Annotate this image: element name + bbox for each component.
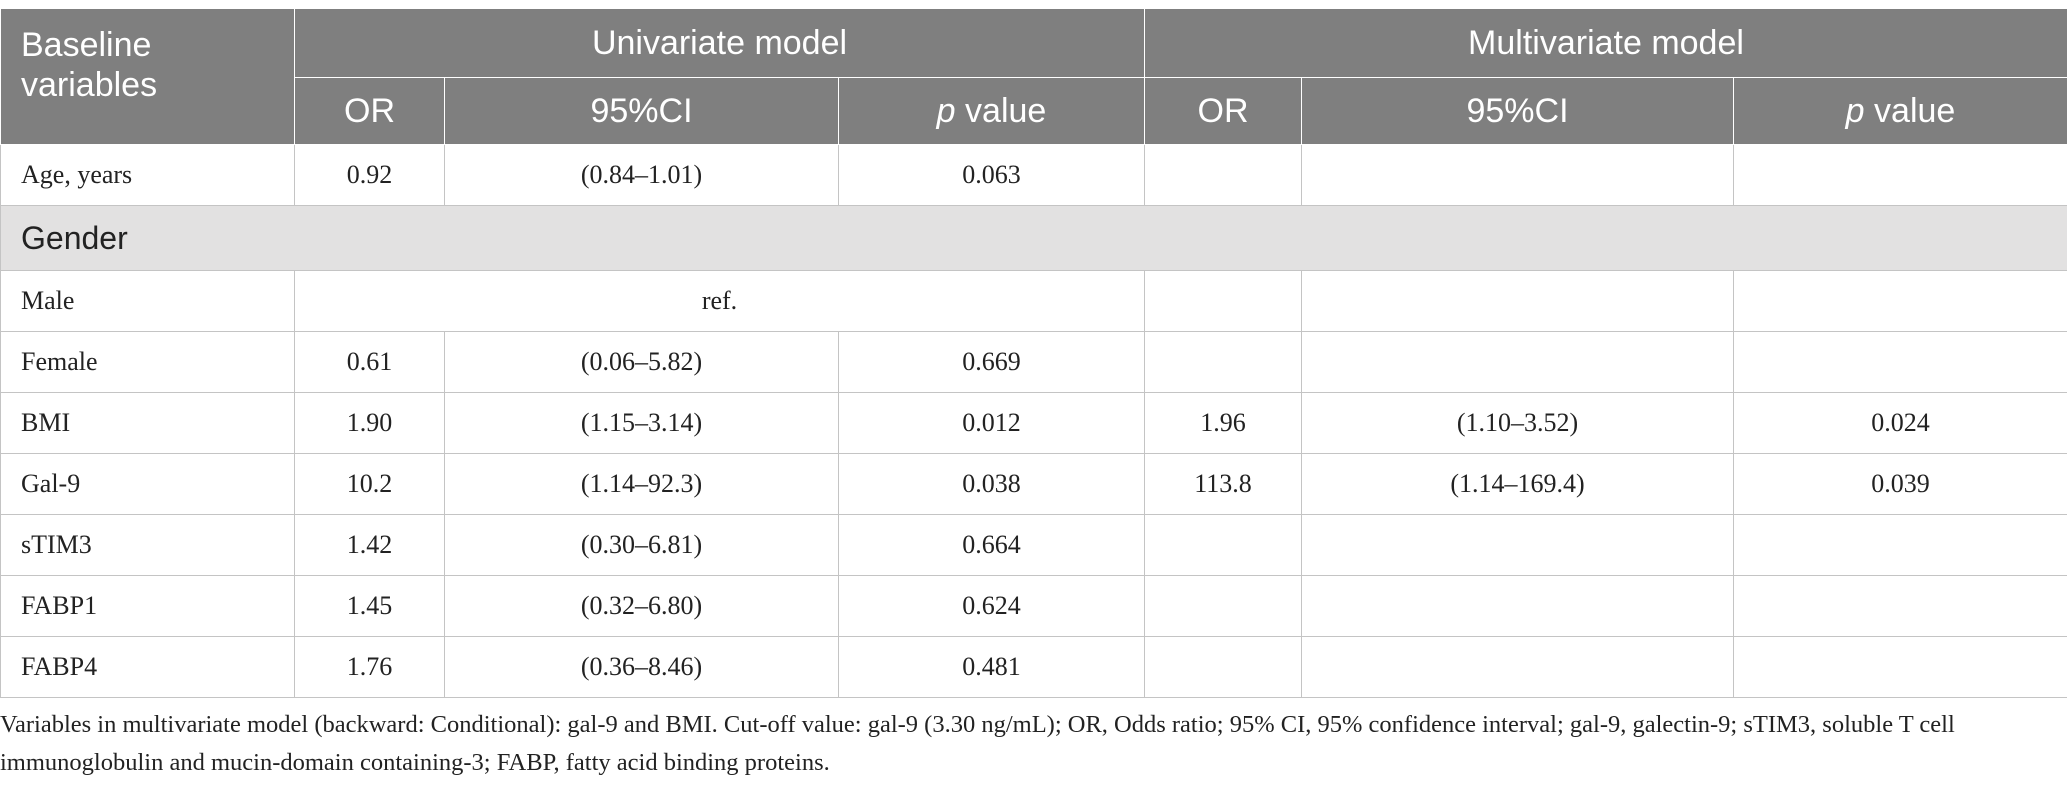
multivariate-or-cell: 113.8 xyxy=(1144,453,1302,515)
univariate-or-cell: 1.76 xyxy=(294,636,445,698)
univariate-p-cell: 0.012 xyxy=(838,392,1145,454)
univariate-ci-cell: (1.15–3.14) xyxy=(444,392,839,454)
multivariate-p-cell: 0.039 xyxy=(1733,453,2067,515)
table-row-male: Male ref. xyxy=(0,270,2067,332)
multivariate-ci-cell xyxy=(1301,636,1734,698)
univariate-ci-cell: (0.32–6.80) xyxy=(444,575,839,637)
multivariate-p-cell xyxy=(1733,636,2067,698)
header-row-2: OR 95%CI p value OR 95%CI p value xyxy=(1,77,2067,145)
multivariate-or-cell xyxy=(1144,144,1302,206)
multivariate-or-cell xyxy=(1144,270,1302,332)
regression-table: Baseline variables Univariate model Mult… xyxy=(0,8,2067,698)
multivariate-p-cell xyxy=(1733,331,2067,393)
multivariate-ci-cell xyxy=(1301,331,1734,393)
multivariate-or-cell xyxy=(1144,514,1302,576)
multivariate-p-cell xyxy=(1733,144,2067,206)
multivariate-ci-cell xyxy=(1301,575,1734,637)
multivariate-p-cell xyxy=(1733,514,2067,576)
univariate-p-cell: 0.669 xyxy=(838,331,1145,393)
multivariate-or-cell xyxy=(1144,331,1302,393)
univariate-p-header: p value xyxy=(838,77,1145,145)
multivariate-ci-cell: (1.10–3.52) xyxy=(1301,392,1734,454)
p-suffix: value xyxy=(955,91,1047,130)
table-row-fabp1: FABP1 1.45 (0.32–6.80) 0.624 xyxy=(0,575,2067,637)
table-row-stim3: sTIM3 1.42 (0.30–6.81) 0.664 xyxy=(0,514,2067,576)
multivariate-ci-header: 95%CI xyxy=(1301,77,1734,145)
multivariate-or-cell: 1.96 xyxy=(1144,392,1302,454)
univariate-ci-header: 95%CI xyxy=(444,77,839,145)
multivariate-p-cell xyxy=(1733,575,2067,637)
row-label: sTIM3 xyxy=(0,514,295,576)
table-container: Baseline variables Univariate model Mult… xyxy=(0,8,2067,698)
row-label: FABP4 xyxy=(0,636,295,698)
univariate-or-header: OR xyxy=(294,77,445,145)
univariate-or-cell: 0.61 xyxy=(294,331,445,393)
univariate-ci-cell: (0.06–5.82) xyxy=(444,331,839,393)
univariate-ci-cell: (0.36–8.46) xyxy=(444,636,839,698)
table-row-age: Age, years 0.92 (0.84–1.01) 0.063 xyxy=(0,144,2067,206)
univariate-p-cell: 0.481 xyxy=(838,636,1145,698)
univariate-or-cell: 1.90 xyxy=(294,392,445,454)
univariate-p-cell: 0.624 xyxy=(838,575,1145,637)
multivariate-or-cell xyxy=(1144,636,1302,698)
p-suffix: value xyxy=(1864,91,1956,130)
row-label: Gal-9 xyxy=(0,453,295,515)
p-italic: p xyxy=(1845,91,1865,130)
table-header: Baseline variables Univariate model Mult… xyxy=(0,8,2067,145)
univariate-or-cell: 0.92 xyxy=(294,144,445,206)
univariate-p-cell: 0.664 xyxy=(838,514,1145,576)
multivariate-or-header: OR xyxy=(1144,77,1302,145)
table-row-bmi: BMI 1.90 (1.15–3.14) 0.012 1.96 (1.10–3.… xyxy=(0,392,2067,454)
multivariate-ci-cell: (1.14–169.4) xyxy=(1301,453,1734,515)
table-footnote: Variables in multivariate model (backwar… xyxy=(0,711,1955,776)
table-row-female: Female 0.61 (0.06–5.82) 0.669 xyxy=(0,331,2067,393)
multivariate-ci-cell xyxy=(1301,270,1734,332)
multivariate-p-header: p value xyxy=(1733,77,2067,145)
multivariate-p-cell xyxy=(1733,270,2067,332)
multivariate-or-cell xyxy=(1144,575,1302,637)
row-label: Male xyxy=(0,270,295,332)
row-label: Female xyxy=(0,331,295,393)
row-label: FABP1 xyxy=(0,575,295,637)
univariate-p-cell: 0.038 xyxy=(838,453,1145,515)
univariate-or-cell: 1.42 xyxy=(294,514,445,576)
multivariate-ci-cell xyxy=(1301,144,1734,206)
univariate-or-cell: 10.2 xyxy=(294,453,445,515)
multivariate-p-cell: 0.024 xyxy=(1733,392,2067,454)
univariate-model-header: Univariate model xyxy=(294,8,1145,78)
header-row-1: Baseline variables Univariate model Mult… xyxy=(0,8,2067,145)
univariate-ci-cell: (0.30–6.81) xyxy=(444,514,839,576)
p-italic: p xyxy=(936,91,956,130)
baseline-variables-header: Baseline variables xyxy=(0,8,295,145)
group-label: Gender xyxy=(0,205,2067,271)
multivariate-ci-cell xyxy=(1301,514,1734,576)
univariate-ci-cell: (1.14–92.3) xyxy=(444,453,839,515)
multivariate-model-header: Multivariate model xyxy=(1144,8,2067,78)
univariate-or-cell: 1.45 xyxy=(294,575,445,637)
reference-cell: ref. xyxy=(294,270,1145,332)
univariate-ci-cell: (0.84–1.01) xyxy=(444,144,839,206)
table-row-fabp4: FABP4 1.76 (0.36–8.46) 0.481 xyxy=(0,636,2067,698)
row-label: BMI xyxy=(0,392,295,454)
table-body: Age, years 0.92 (0.84–1.01) 0.063 Gender… xyxy=(0,144,2067,698)
table-row-gender-group: Gender xyxy=(0,205,2067,271)
row-label: Age, years xyxy=(0,144,295,206)
table-row-gal9: Gal-9 10.2 (1.14–92.3) 0.038 113.8 (1.14… xyxy=(0,453,2067,515)
univariate-p-cell: 0.063 xyxy=(838,144,1145,206)
